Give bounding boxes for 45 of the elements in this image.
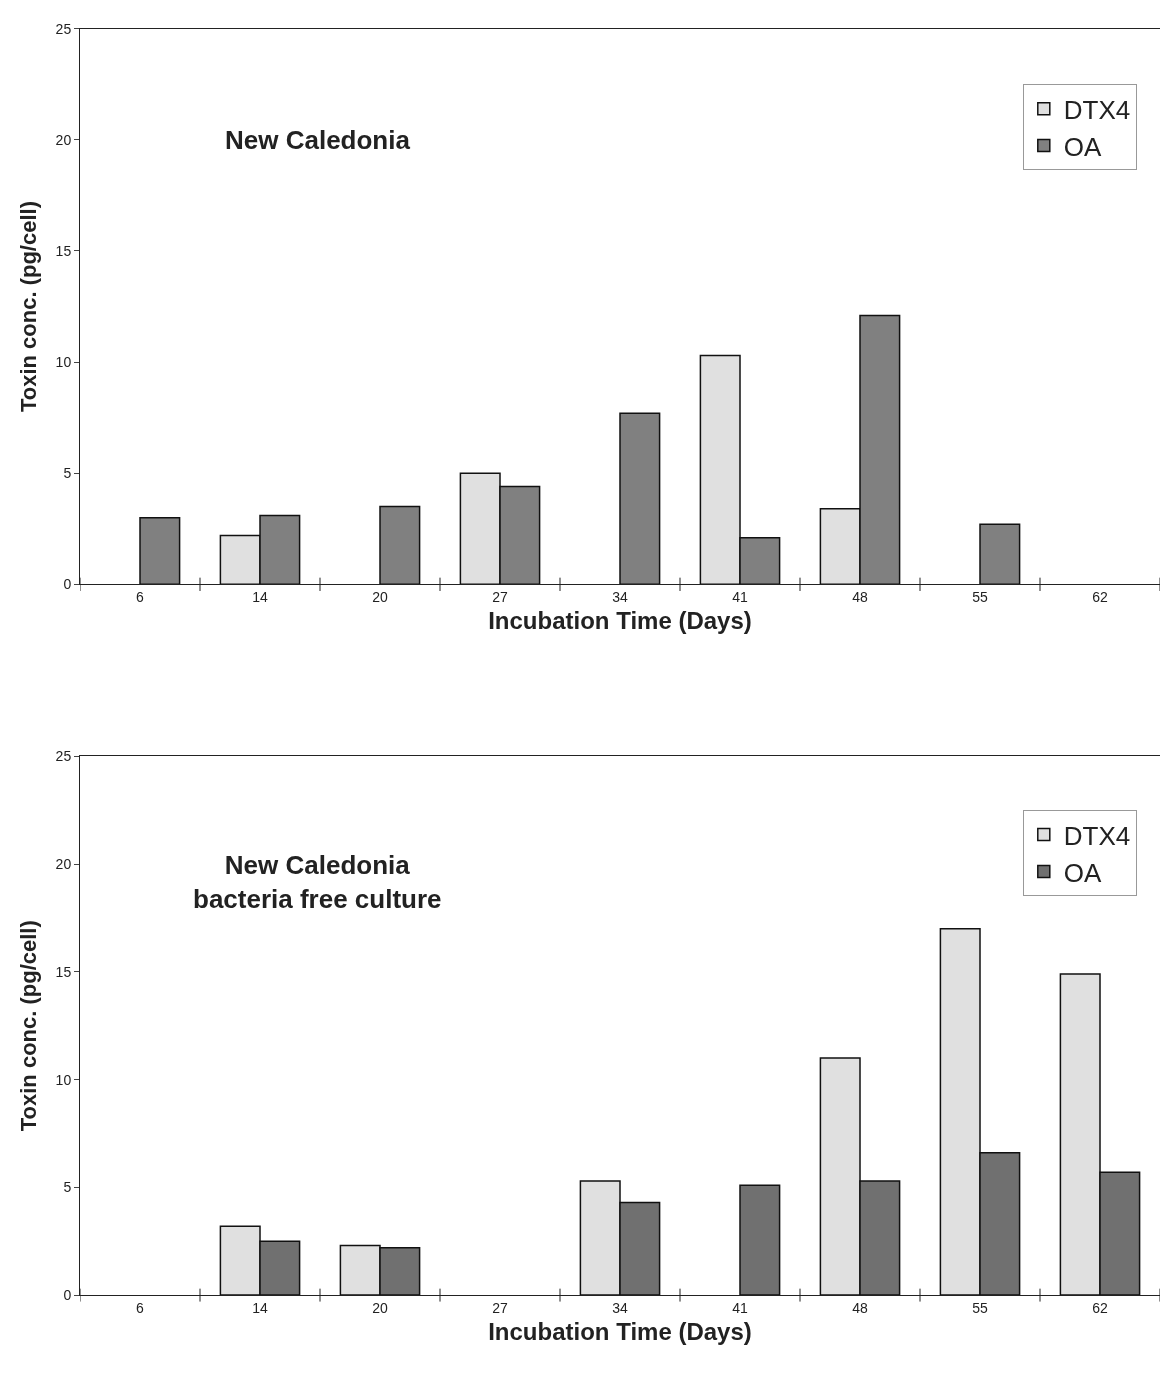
x-tick-label: 27 bbox=[492, 1299, 508, 1316]
x-tick-label: 62 bbox=[1092, 1299, 1108, 1316]
legend-label: OA bbox=[1063, 131, 1103, 162]
text: New Caledonia bacteria free culture bbox=[193, 850, 442, 914]
x-tick-label: 34 bbox=[612, 1299, 628, 1316]
x-tick-label: 48 bbox=[852, 1299, 868, 1316]
x-tick-label: 41 bbox=[732, 589, 748, 606]
x-tick-label: 41 bbox=[732, 1299, 748, 1316]
bar bbox=[739, 1184, 781, 1296]
x-tick-label: 55 bbox=[972, 589, 988, 606]
y-tick-label: 25 bbox=[55, 748, 72, 765]
legend-label: DTX4 bbox=[1063, 94, 1131, 125]
legend-label: OA bbox=[1063, 857, 1103, 888]
x-axis-title: Incubation Time (Days) bbox=[488, 1318, 752, 1346]
y-tick-label: 20 bbox=[55, 855, 72, 872]
y-tick-label: 20 bbox=[55, 131, 72, 148]
x-tick-label: 20 bbox=[372, 589, 388, 606]
y-tick-label: 0 bbox=[63, 1287, 72, 1304]
y-tick-label: 15 bbox=[55, 242, 72, 259]
y-tick-label: 10 bbox=[55, 354, 72, 370]
x-tick-label: 20 bbox=[372, 1299, 388, 1316]
y-axis-title: Toxin conc. (pg/cell) bbox=[16, 920, 42, 1132]
x-tick-label: 14 bbox=[252, 589, 268, 606]
y-tick-label: 0 bbox=[63, 576, 72, 593]
y-tick-label: 25 bbox=[55, 20, 72, 37]
x-tick-label: 55 bbox=[972, 1299, 988, 1316]
x-tick-label: 6 bbox=[136, 1299, 145, 1316]
bar bbox=[139, 516, 181, 585]
y-tick-label: 5 bbox=[63, 465, 72, 482]
text: New Caledonia bbox=[225, 125, 411, 155]
bar bbox=[379, 505, 421, 585]
x-tick-label: 34 bbox=[612, 589, 628, 606]
x-tick-label: 48 bbox=[852, 589, 868, 606]
x-tick-label: 62 bbox=[1092, 589, 1108, 606]
legend-label: DTX4 bbox=[1063, 820, 1131, 851]
x-axis-title: Incubation Time (Days) bbox=[488, 607, 752, 635]
bar bbox=[979, 523, 1021, 585]
bar bbox=[619, 412, 661, 585]
x-tick-label: 27 bbox=[492, 589, 508, 606]
y-axis-title: Toxin conc. (pg/cell) bbox=[16, 201, 42, 413]
y-tick-label: 15 bbox=[55, 963, 72, 980]
y-tick-label: 5 bbox=[63, 1179, 72, 1196]
x-tick-label: 14 bbox=[252, 1299, 268, 1316]
x-tick-label: 6 bbox=[136, 589, 145, 606]
y-tick-label: 10 bbox=[55, 1071, 72, 1088]
